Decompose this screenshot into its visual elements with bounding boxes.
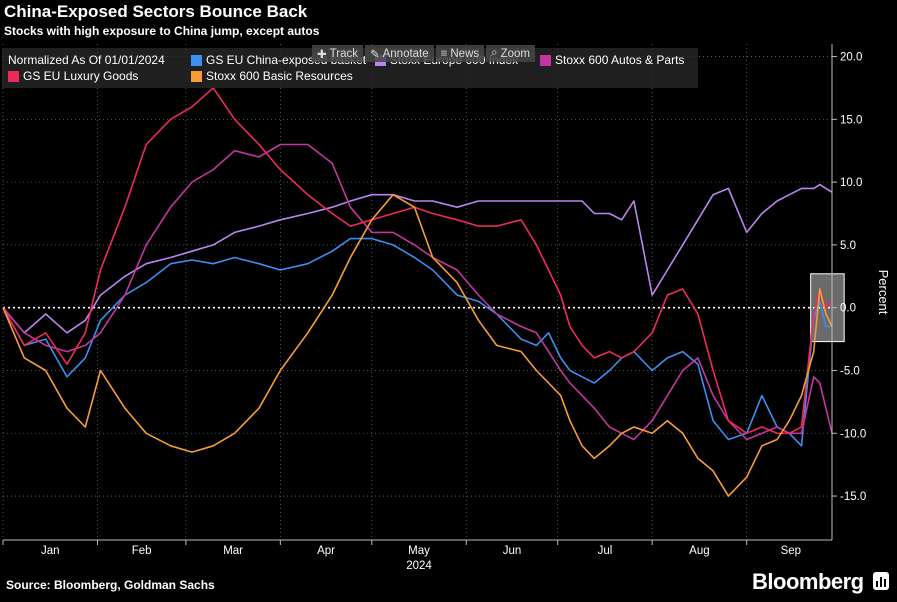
legend-item-luxury-goods[interactable]: GS EU Luxury Goods (8, 69, 138, 83)
legend-swatch (8, 70, 19, 82)
series-line-4 (2, 193, 833, 497)
crosshair-icon: ✚ (317, 48, 327, 61)
y-axis-title: Percent (876, 270, 891, 315)
y-tick-label: -10.0 (840, 428, 866, 440)
series-line-0 (2, 237, 832, 447)
x-tick-label: Apr (317, 545, 335, 557)
y-tick-label: 20.0 (840, 52, 862, 64)
y-tick-label: 15.0 (840, 114, 862, 126)
bloomberg-logo: Bloomberg (752, 569, 864, 594)
track-label: Track (329, 47, 358, 60)
y-tick-label: 5.0 (840, 240, 856, 252)
x-tick-label: Sep (781, 545, 801, 557)
legend-label: Stoxx 600 Basic Resources (206, 69, 353, 83)
x-tick-label: May (408, 545, 430, 557)
legend-label: Stoxx 600 Autos & Parts (555, 53, 685, 67)
chart-toolbar: ✚ Track ✎ Annotate ≡ News ⌕ Zoom (312, 45, 535, 62)
series-line-1 (2, 183, 833, 334)
chart-subtitle: Stocks with high exposure to China jump,… (4, 24, 320, 38)
series-line-2 (2, 143, 833, 441)
source-note: Source: Bloomberg, Goldman Sachs (6, 578, 215, 592)
legend-swatch (191, 54, 202, 66)
news-button[interactable]: ≡ News (435, 45, 485, 62)
zoom-button[interactable]: ⌕ Zoom (486, 45, 535, 62)
y-tick-label: -5.0 (840, 365, 860, 377)
legend-item-basic-resources[interactable]: Stoxx 600 Basic Resources (191, 69, 353, 83)
x-year-label: 2024 (406, 560, 432, 572)
pencil-icon: ✎ (369, 48, 380, 61)
legend-item-autos-parts[interactable]: Stoxx 600 Autos & Parts (540, 53, 684, 67)
magnifier-icon: ⌕ (491, 47, 498, 59)
news-label: News (450, 47, 480, 60)
x-tick-label: Mar (223, 545, 243, 557)
legend-swatch (191, 70, 202, 82)
series-layer (2, 87, 833, 497)
series-line-3 (2, 87, 833, 435)
x-tick-label: Jan (41, 545, 60, 557)
y-tick-label: 10.0 (840, 177, 862, 189)
x-tick-label: Jun (503, 545, 522, 557)
legend-normalized-note: Normalized As Of 01/01/2024 (8, 53, 165, 67)
y-tick-label: -15.0 (840, 491, 866, 503)
y-tick-label: 0.0 (840, 303, 856, 315)
annotate-button[interactable]: ✎ Annotate (364, 45, 434, 62)
x-tick-label: Aug (689, 545, 709, 557)
highlight-box (810, 273, 845, 343)
legend-label: GS EU Luxury Goods (23, 69, 139, 83)
zoom-label: Zoom (500, 47, 530, 60)
track-button[interactable]: ✚ Track (312, 45, 363, 62)
annotate-label: Annotate (382, 47, 429, 60)
legend-swatch (540, 54, 551, 66)
chart-title: China-Exposed Sectors Bounce Back (4, 2, 308, 21)
x-tick-label: Jul (598, 545, 613, 557)
bloomberg-terminal-icon (873, 572, 889, 590)
news-icon: ≡ (440, 47, 448, 60)
axis-layer: 20.0 15.0 10.0 5.0 0.0 -5.0 -10.0 -15.0 Jan Feb Ma… (2, 44, 891, 572)
x-tick-label: Feb (132, 545, 152, 557)
